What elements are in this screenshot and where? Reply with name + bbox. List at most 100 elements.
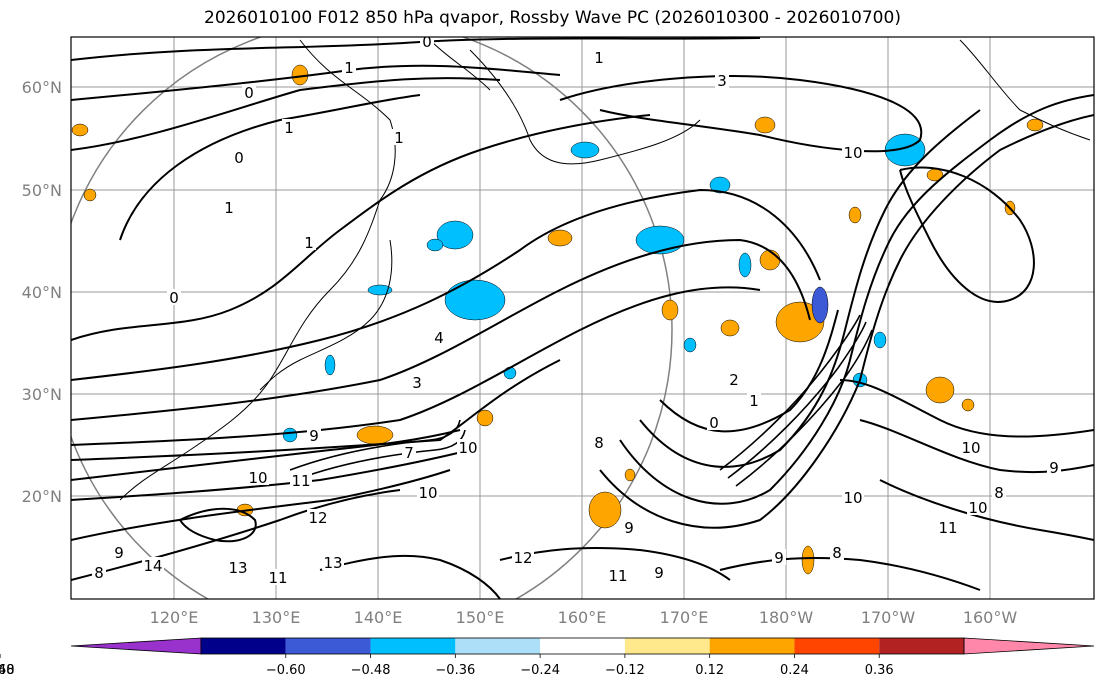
contour-label-bg — [242, 84, 256, 100]
contour-label-bg — [842, 489, 864, 505]
colorbar-tick-label: −0.60 — [266, 663, 306, 678]
contour-label-bg — [607, 567, 629, 583]
contour-label-bg — [937, 519, 959, 535]
contour-label-bg — [512, 549, 534, 565]
contour-label-bg — [830, 544, 844, 560]
colorbar-segment — [879, 638, 964, 654]
longitude-label: 120°E — [150, 608, 199, 627]
contour-label-bg — [967, 499, 989, 515]
contour-label: 10 — [458, 439, 477, 457]
contour-label: 11 — [608, 567, 627, 585]
contour-label-bg — [282, 119, 296, 135]
contour-label: 9 — [624, 519, 634, 537]
contour-label: 9 — [114, 544, 124, 562]
contour-label-bg — [715, 72, 729, 88]
shading-patch — [720, 319, 740, 337]
contour-label: 10 — [961, 439, 980, 457]
latitude-label: 60°N — [22, 78, 62, 97]
contour-label: 12 — [308, 509, 327, 527]
contour-label-bg — [622, 519, 636, 535]
colorbar-tick-label: −0.48 — [351, 663, 391, 678]
colorbar-tick-label: 0.12 — [695, 663, 724, 678]
latitude-label: 20°N — [22, 487, 62, 506]
colorbar-tick-label: −0.12 — [605, 663, 645, 678]
contour-label: 1 — [224, 199, 234, 217]
shading-patch — [738, 252, 752, 278]
colorbar-tick-label: 0.60 — [0, 663, 14, 678]
longitude-label: 160°W — [963, 608, 1018, 627]
shading-patch — [426, 238, 444, 252]
colorbar-segment — [794, 638, 880, 654]
contour-label-bg — [772, 549, 786, 565]
contour-label: 3 — [717, 72, 727, 90]
contour-label-bg — [342, 59, 356, 75]
shading-patch — [801, 545, 815, 575]
longitude-label: 130°E — [252, 608, 301, 627]
shading-patch — [476, 409, 494, 427]
longitude-label: 170°E — [660, 608, 709, 627]
contour-label-bg — [432, 329, 446, 345]
contour-label-bg — [1047, 459, 1061, 475]
colorbar-tick-labels: −0.60 −0.48 −0.36 −0.24 −0.12 0.12 0.24 0.36 0.4… — [0, 654, 894, 678]
contour-label: 12 — [513, 549, 532, 567]
shading-patch — [83, 188, 97, 202]
contour-label: 9 — [1049, 459, 1059, 477]
contour-label: 2 — [729, 371, 739, 389]
shading-patch — [661, 299, 679, 321]
contour-label-bg — [747, 392, 761, 408]
contour-label: 10 — [968, 499, 987, 517]
shading-patch — [624, 468, 636, 482]
contour-label: 7 — [404, 444, 414, 462]
contour-label-bg — [167, 289, 181, 305]
contour-label: 11 — [268, 569, 287, 587]
contour-label: 10 — [418, 484, 437, 502]
contour-label-bg — [707, 414, 721, 430]
colorbar-segment — [540, 638, 625, 654]
contour-label-bg — [247, 469, 269, 485]
contours — [71, 37, 1094, 599]
contour-label-bg — [302, 234, 316, 250]
contour-label: 0 — [709, 414, 719, 432]
contour-label: 3 — [412, 374, 422, 392]
contour-label-bg — [457, 439, 479, 455]
contour-label-bg — [92, 564, 106, 580]
shading-patch — [873, 331, 887, 349]
colorbar-frame — [200, 637, 965, 655]
shading-patch — [367, 284, 393, 296]
contour-label: 1 — [284, 119, 294, 137]
contour-label: 13 — [228, 559, 247, 577]
contour-label: 13 — [323, 554, 342, 572]
colorbar-high-extension — [963, 637, 1095, 655]
shading-patch — [848, 206, 862, 224]
contour-label: 9 — [654, 564, 664, 582]
contour-label-bg — [290, 472, 312, 488]
contour-label: 8 — [94, 564, 104, 582]
contour-label: 8 — [594, 434, 604, 452]
contour-label-bg — [322, 554, 344, 570]
contour-label-bg — [592, 434, 606, 450]
contour-label: 0 — [422, 33, 432, 51]
shading-patch — [754, 116, 776, 134]
contour-label: 1 — [594, 49, 604, 67]
contour-label-bg — [232, 149, 246, 165]
shading-patch — [635, 225, 685, 255]
shading-patch — [436, 220, 474, 250]
shading-patch — [324, 354, 336, 376]
contour-label: 9 — [774, 549, 784, 567]
colorbar-tick-label: 0.48 — [0, 663, 14, 678]
contour-label-bg — [842, 144, 864, 160]
shading-patch — [547, 229, 573, 247]
colorbar-segment — [624, 638, 710, 654]
colorbar-tick-label: −0.24 — [520, 663, 560, 678]
contour-label: 10 — [843, 489, 862, 507]
longitude-label: 150°E — [456, 608, 505, 627]
contour-label: 0 — [169, 289, 179, 307]
contour-label-bg — [267, 569, 289, 585]
shading-patch — [961, 398, 975, 412]
longitude-label: 170°W — [861, 608, 916, 627]
contour-label-bg — [652, 564, 666, 580]
graticule — [71, 37, 1094, 599]
contour-label-bg — [222, 199, 236, 215]
